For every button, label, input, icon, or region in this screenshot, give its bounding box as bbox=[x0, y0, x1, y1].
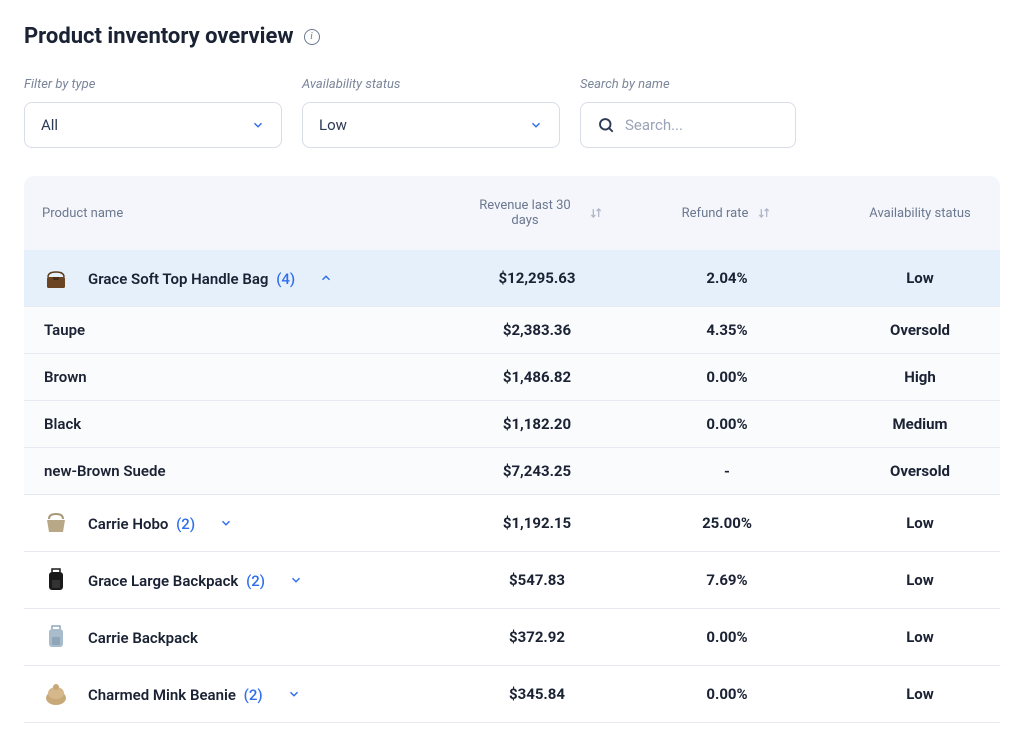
refund-cell: 0.00% bbox=[632, 368, 822, 386]
filter-availability-value: Low bbox=[319, 116, 347, 134]
product-name-wrap: Carrie Hobo (2) bbox=[88, 514, 195, 533]
column-revenue-label: Revenue last 30 days bbox=[470, 198, 580, 228]
refund-cell: 25.00% bbox=[632, 514, 822, 532]
filter-search-label: Search by name bbox=[580, 77, 796, 92]
status-cell: Low bbox=[822, 571, 1000, 589]
table-row[interactable]: Carrie Hobo (2) $1,192.1525.00%Low bbox=[24, 495, 1000, 552]
filter-availability-group: Availability status Low bbox=[302, 77, 560, 148]
chevron-up-icon bbox=[319, 271, 333, 285]
status-cell: High bbox=[822, 368, 1000, 386]
table-header-row: Product name Revenue last 30 days Refund… bbox=[24, 176, 1000, 250]
product-name-wrap: Grace Large Backpack (2) bbox=[88, 571, 265, 590]
variant-count: (2) bbox=[242, 572, 265, 590]
product-cell: Carrie Backpack bbox=[42, 623, 442, 651]
filter-type-value: All bbox=[41, 116, 58, 134]
search-control bbox=[580, 102, 796, 148]
table-row[interactable]: Brown$1,486.820.00%High bbox=[24, 354, 1000, 401]
column-status: Availability status bbox=[822, 206, 1000, 221]
variant-name: new-Brown Suede bbox=[42, 462, 442, 480]
revenue-cell: $547.83 bbox=[442, 571, 632, 589]
revenue-cell: $1,486.82 bbox=[442, 368, 632, 386]
search-input[interactable] bbox=[625, 116, 779, 134]
variant-count: (2) bbox=[172, 515, 195, 533]
revenue-cell: $1,192.15 bbox=[442, 514, 632, 532]
sort-icon bbox=[588, 205, 604, 221]
variant-count: (4) bbox=[272, 270, 295, 288]
table-row[interactable]: Taupe$2,383.364.35%Oversold bbox=[24, 307, 1000, 354]
variant-name: Black bbox=[42, 415, 442, 433]
chevron-down-icon bbox=[251, 118, 265, 132]
product-cell: Carrie Hobo (2) bbox=[42, 509, 442, 537]
info-icon[interactable]: i bbox=[304, 29, 320, 45]
product-name-wrap: Charmed Mink Beanie (2) bbox=[88, 685, 263, 704]
chevron-down-icon bbox=[529, 118, 543, 132]
refund-cell: 7.69% bbox=[632, 571, 822, 589]
variant-name: Taupe bbox=[42, 321, 442, 339]
revenue-cell: $12,295.63 bbox=[442, 269, 632, 287]
column-refund[interactable]: Refund rate bbox=[632, 205, 822, 221]
column-product: Product name bbox=[42, 206, 442, 221]
status-cell: Oversold bbox=[822, 462, 1000, 480]
status-cell: Medium bbox=[822, 415, 1000, 433]
product-cell: Charmed Mink Beanie (2) bbox=[42, 680, 442, 708]
revenue-cell: $345.84 bbox=[442, 685, 632, 703]
product-thumb bbox=[42, 264, 70, 292]
refund-cell: 0.00% bbox=[632, 628, 822, 646]
table-row[interactable]: Grace Soft Top Handle Bag (4) $12,295.632… bbox=[24, 250, 1000, 307]
column-refund-label: Refund rate bbox=[682, 206, 749, 221]
page-header: Product inventory overview i bbox=[24, 24, 1000, 49]
variant-name: Brown bbox=[42, 368, 442, 386]
page-title: Product inventory overview bbox=[24, 24, 294, 49]
table-row[interactable]: Grace Large Backpack (2) $547.837.69%Low bbox=[24, 552, 1000, 609]
variant-count: (2) bbox=[240, 686, 263, 704]
chevron-down-icon bbox=[219, 516, 233, 530]
chevron-down-icon bbox=[287, 687, 301, 701]
product-thumb bbox=[42, 680, 70, 708]
inventory-table: Product name Revenue last 30 days Refund… bbox=[24, 176, 1000, 723]
product-name: Carrie Hobo bbox=[88, 515, 168, 533]
revenue-cell: $7,243.25 bbox=[442, 462, 632, 480]
filter-type-label: Filter by type bbox=[24, 77, 282, 92]
filter-search-group: Search by name bbox=[580, 77, 796, 148]
column-revenue[interactable]: Revenue last 30 days bbox=[442, 198, 632, 228]
status-cell: Low bbox=[822, 628, 1000, 646]
filter-type-select[interactable]: All bbox=[24, 102, 282, 148]
revenue-cell: $372.92 bbox=[442, 628, 632, 646]
product-cell: Grace Soft Top Handle Bag (4) bbox=[42, 264, 442, 292]
refund-cell: - bbox=[632, 462, 822, 480]
filter-type-group: Filter by type All bbox=[24, 77, 282, 148]
product-name-wrap: Grace Soft Top Handle Bag (4) bbox=[88, 269, 295, 288]
product-cell: Grace Large Backpack (2) bbox=[42, 566, 442, 594]
product-thumb bbox=[42, 566, 70, 594]
status-cell: Oversold bbox=[822, 321, 1000, 339]
refund-cell: 4.35% bbox=[632, 321, 822, 339]
table-row[interactable]: Black$1,182.200.00%Medium bbox=[24, 401, 1000, 448]
product-thumb bbox=[42, 623, 70, 651]
status-cell: Low bbox=[822, 685, 1000, 703]
revenue-cell: $2,383.36 bbox=[442, 321, 632, 339]
chevron-down-icon bbox=[289, 573, 303, 587]
product-name: Carrie Backpack bbox=[88, 629, 198, 647]
table-row[interactable]: Charmed Mink Beanie (2) $345.840.00%Low bbox=[24, 666, 1000, 723]
revenue-cell: $1,182.20 bbox=[442, 415, 632, 433]
status-cell: Low bbox=[822, 269, 1000, 287]
filter-availability-select[interactable]: Low bbox=[302, 102, 560, 148]
product-name: Grace Large Backpack bbox=[88, 572, 238, 590]
sort-icon bbox=[756, 205, 772, 221]
filters-row: Filter by type All Availability status L… bbox=[24, 77, 1000, 148]
product-name: Grace Soft Top Handle Bag bbox=[88, 270, 268, 288]
table-body: Grace Soft Top Handle Bag (4)$12,295.632… bbox=[24, 250, 1000, 723]
product-thumb bbox=[42, 509, 70, 537]
search-icon bbox=[597, 116, 615, 134]
table-row[interactable]: Carrie Backpack $372.920.00%Low bbox=[24, 609, 1000, 666]
refund-cell: 0.00% bbox=[632, 685, 822, 703]
status-cell: Low bbox=[822, 514, 1000, 532]
refund-cell: 0.00% bbox=[632, 415, 822, 433]
table-row[interactable]: new-Brown Suede$7,243.25-Oversold bbox=[24, 448, 1000, 495]
filter-availability-label: Availability status bbox=[302, 77, 560, 92]
product-name-wrap: Carrie Backpack bbox=[88, 628, 198, 647]
refund-cell: 2.04% bbox=[632, 269, 822, 287]
product-name: Charmed Mink Beanie bbox=[88, 686, 236, 704]
